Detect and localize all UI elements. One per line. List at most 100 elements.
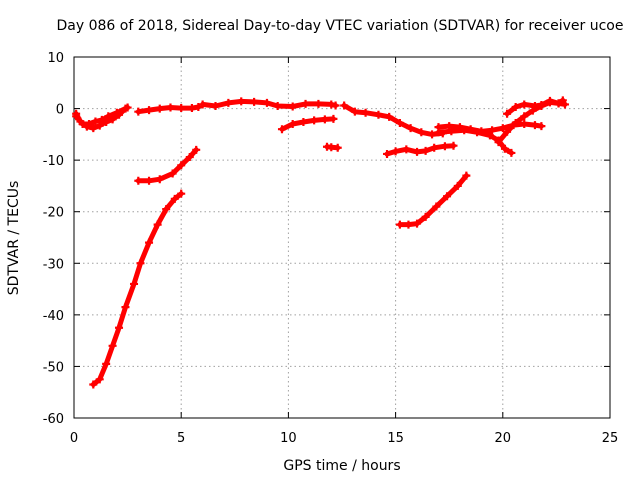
- series-track-j: [322, 142, 342, 152]
- data-point: [391, 147, 400, 156]
- data-point: [89, 380, 98, 389]
- data-point: [395, 119, 404, 128]
- data-point: [507, 148, 516, 157]
- data-point: [404, 220, 413, 229]
- data-point: [445, 122, 454, 131]
- data-point: [421, 146, 430, 155]
- data-point: [95, 375, 104, 384]
- data-point: [177, 104, 186, 113]
- data-point: [166, 103, 175, 112]
- data-point: [500, 144, 509, 153]
- x-tick-label: 25: [602, 431, 619, 446]
- data-point: [170, 194, 179, 203]
- data-point: [273, 101, 282, 110]
- data-point: [72, 112, 81, 121]
- series-track-k: [383, 141, 458, 158]
- y-tick-label: -30: [43, 257, 64, 272]
- y-tick-label: -50: [43, 360, 64, 375]
- data-point: [162, 205, 171, 214]
- data-point: [112, 108, 121, 117]
- series-track-g: [134, 145, 201, 185]
- series-track-i: [277, 114, 338, 134]
- data-point: [177, 189, 186, 198]
- y-tick-label: -20: [43, 206, 64, 221]
- plot-frame: [73, 56, 611, 419]
- data-point: [395, 220, 404, 229]
- data-point: [428, 130, 437, 139]
- series-track-o: [503, 96, 567, 118]
- data-point: [224, 98, 233, 107]
- data-point: [192, 145, 201, 154]
- data-point: [299, 117, 308, 126]
- data-point: [104, 112, 113, 121]
- data-point: [145, 176, 154, 185]
- data-point: [329, 114, 338, 123]
- data-point: [155, 104, 164, 113]
- data-point: [350, 107, 359, 116]
- series-track-h: [89, 189, 186, 389]
- data-point: [466, 125, 475, 134]
- data-point: [185, 153, 194, 162]
- data-point: [237, 97, 246, 106]
- data-point: [440, 142, 449, 151]
- x-tick-label: 15: [387, 431, 404, 446]
- x-tick-labels: 0 5 10 15 20 25: [70, 431, 618, 446]
- series-track-m: [434, 120, 546, 136]
- data-point: [520, 120, 529, 129]
- data-point: [413, 147, 422, 156]
- data-point: [145, 238, 154, 247]
- data-point: [85, 120, 94, 129]
- x-tick-label: 20: [495, 431, 512, 446]
- data-point: [417, 128, 426, 137]
- data-point: [545, 96, 554, 105]
- chart-title: Day 086 of 2018, Sidereal Day-to-day VTE…: [57, 18, 624, 34]
- data-point: [333, 143, 342, 152]
- data-series: [72, 96, 569, 389]
- data-point: [288, 120, 297, 129]
- data-point: [155, 175, 164, 184]
- data-point: [449, 141, 458, 150]
- data-point: [198, 100, 207, 109]
- data-point: [520, 100, 529, 109]
- data-point: [537, 100, 546, 109]
- data-point: [361, 108, 370, 117]
- data-point: [288, 102, 297, 111]
- data-point: [108, 341, 117, 350]
- data-point: [194, 103, 203, 112]
- y-tick-label: -10: [43, 154, 64, 169]
- data-point: [277, 125, 286, 134]
- data-point: [511, 103, 520, 112]
- data-point: [402, 145, 411, 154]
- data-point: [455, 123, 464, 132]
- data-point: [97, 115, 106, 124]
- gridlines: [74, 57, 610, 418]
- series-track-b: [72, 103, 132, 129]
- data-point: [136, 259, 145, 268]
- data-point: [145, 106, 154, 115]
- y-tick-label: -60: [43, 412, 64, 427]
- data-point: [130, 279, 139, 288]
- data-point: [123, 103, 132, 112]
- data-point: [558, 96, 567, 105]
- data-point: [89, 124, 98, 133]
- data-point: [385, 112, 394, 121]
- data-point: [406, 124, 415, 133]
- y-tick-label: -40: [43, 309, 64, 324]
- series-trace: [90, 191, 184, 387]
- data-point: [102, 359, 111, 368]
- data-point: [537, 122, 546, 131]
- data-point: [430, 143, 439, 152]
- data-point: [511, 119, 520, 128]
- series-track-e: [340, 101, 447, 139]
- data-point: [320, 115, 329, 124]
- data-point: [421, 212, 430, 221]
- series-trace: [341, 103, 446, 137]
- data-point: [121, 303, 130, 312]
- data-point: [177, 161, 186, 170]
- x-tick-label: 10: [280, 431, 297, 446]
- x-tick-label: 5: [177, 431, 185, 446]
- data-point: [301, 99, 310, 108]
- data-point: [498, 124, 507, 133]
- data-point: [503, 127, 512, 136]
